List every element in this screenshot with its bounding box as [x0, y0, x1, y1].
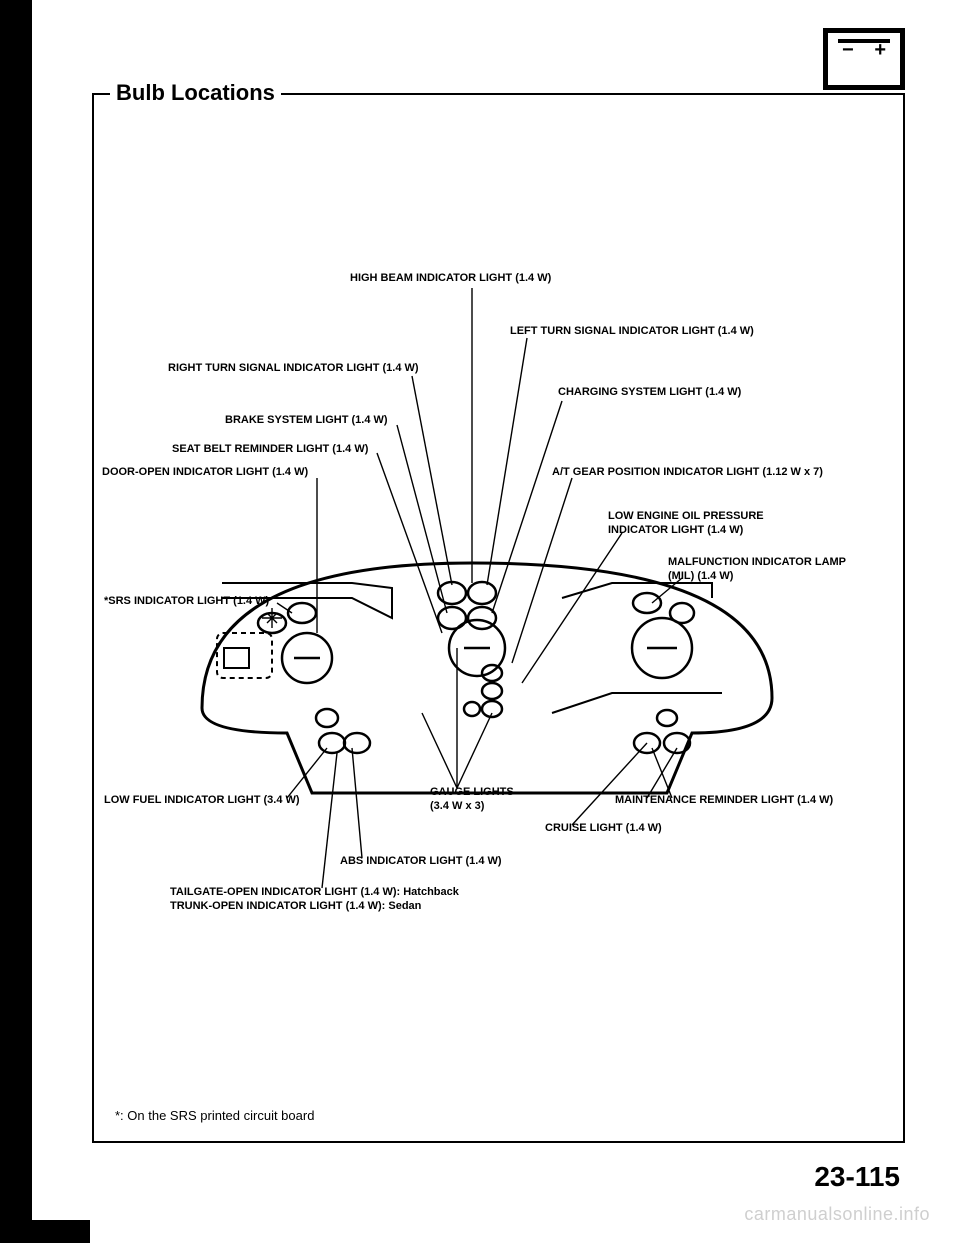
- label-srs: *SRS INDICATOR LIGHT (1.4 W): [104, 595, 269, 607]
- label-gauge-l2: (3.4 W x 3): [430, 800, 484, 812]
- label-brake: BRAKE SYSTEM LIGHT (1.4 W): [225, 414, 388, 426]
- label-door-open: DOOR-OPEN INDICATOR LIGHT (1.4 W): [102, 466, 308, 478]
- label-tailgate: TAILGATE-OPEN INDICATOR LIGHT (1.4 W): H…: [170, 886, 530, 914]
- label-tailgate-l1: TAILGATE-OPEN INDICATOR LIGHT (1.4 W): H…: [170, 886, 459, 898]
- label-at-gear: A/T GEAR POSITION INDICATOR LIGHT (1.12 …: [552, 466, 823, 478]
- content-frame: [92, 93, 905, 1143]
- page-number: 23-115: [814, 1161, 900, 1193]
- label-mil-l1: MALFUNCTION INDICATOR LAMP: [668, 556, 846, 568]
- label-maint: MAINTENANCE REMINDER LIGHT (1.4 W): [615, 794, 833, 806]
- label-gauge-l1: GAUGE LIGHTS: [430, 786, 514, 798]
- binding-bar: [0, 0, 32, 1220]
- label-left-turn: LEFT TURN SIGNAL INDICATOR LIGHT (1.4 W): [510, 325, 754, 337]
- minus-glyph: −: [842, 39, 854, 62]
- label-cruise: CRUISE LIGHT (1.4 W): [545, 822, 662, 834]
- footnote: *: On the SRS printed circuit board: [115, 1108, 314, 1123]
- label-abs: ABS INDICATOR LIGHT (1.4 W): [340, 855, 502, 867]
- label-high-beam: HIGH BEAM INDICATOR LIGHT (1.4 W): [350, 272, 551, 284]
- page: − + Bulb Locations HIGH BEAM INDICATOR L…: [0, 0, 960, 1243]
- label-right-turn: RIGHT TURN SIGNAL INDICATOR LIGHT (1.4 W…: [168, 362, 419, 374]
- label-tailgate-l2: TRUNK-OPEN INDICATOR LIGHT (1.4 W): Seda…: [170, 900, 421, 912]
- plus-glyph: +: [874, 39, 886, 62]
- section-title: Bulb Locations: [110, 80, 281, 106]
- label-mil: MALFUNCTION INDICATOR LAMP (MIL) (1.4 W): [668, 556, 908, 584]
- watermark: carmanualsonline.info: [744, 1204, 930, 1225]
- label-gauge: GAUGE LIGHTS (3.4 W x 3): [430, 786, 550, 814]
- label-low-oil: LOW ENGINE OIL PRESSURE INDICATOR LIGHT …: [608, 510, 828, 538]
- label-low-oil-l1: LOW ENGINE OIL PRESSURE: [608, 510, 764, 522]
- label-seat-belt: SEAT BELT REMINDER LIGHT (1.4 W): [172, 443, 368, 455]
- label-mil-l2: (MIL) (1.4 W): [668, 570, 733, 582]
- label-low-fuel: LOW FUEL INDICATOR LIGHT (3.4 W): [104, 794, 300, 806]
- label-low-oil-l2: INDICATOR LIGHT (1.4 W): [608, 524, 743, 536]
- label-charging: CHARGING SYSTEM LIGHT (1.4 W): [558, 386, 741, 398]
- battery-icon: − +: [823, 28, 905, 90]
